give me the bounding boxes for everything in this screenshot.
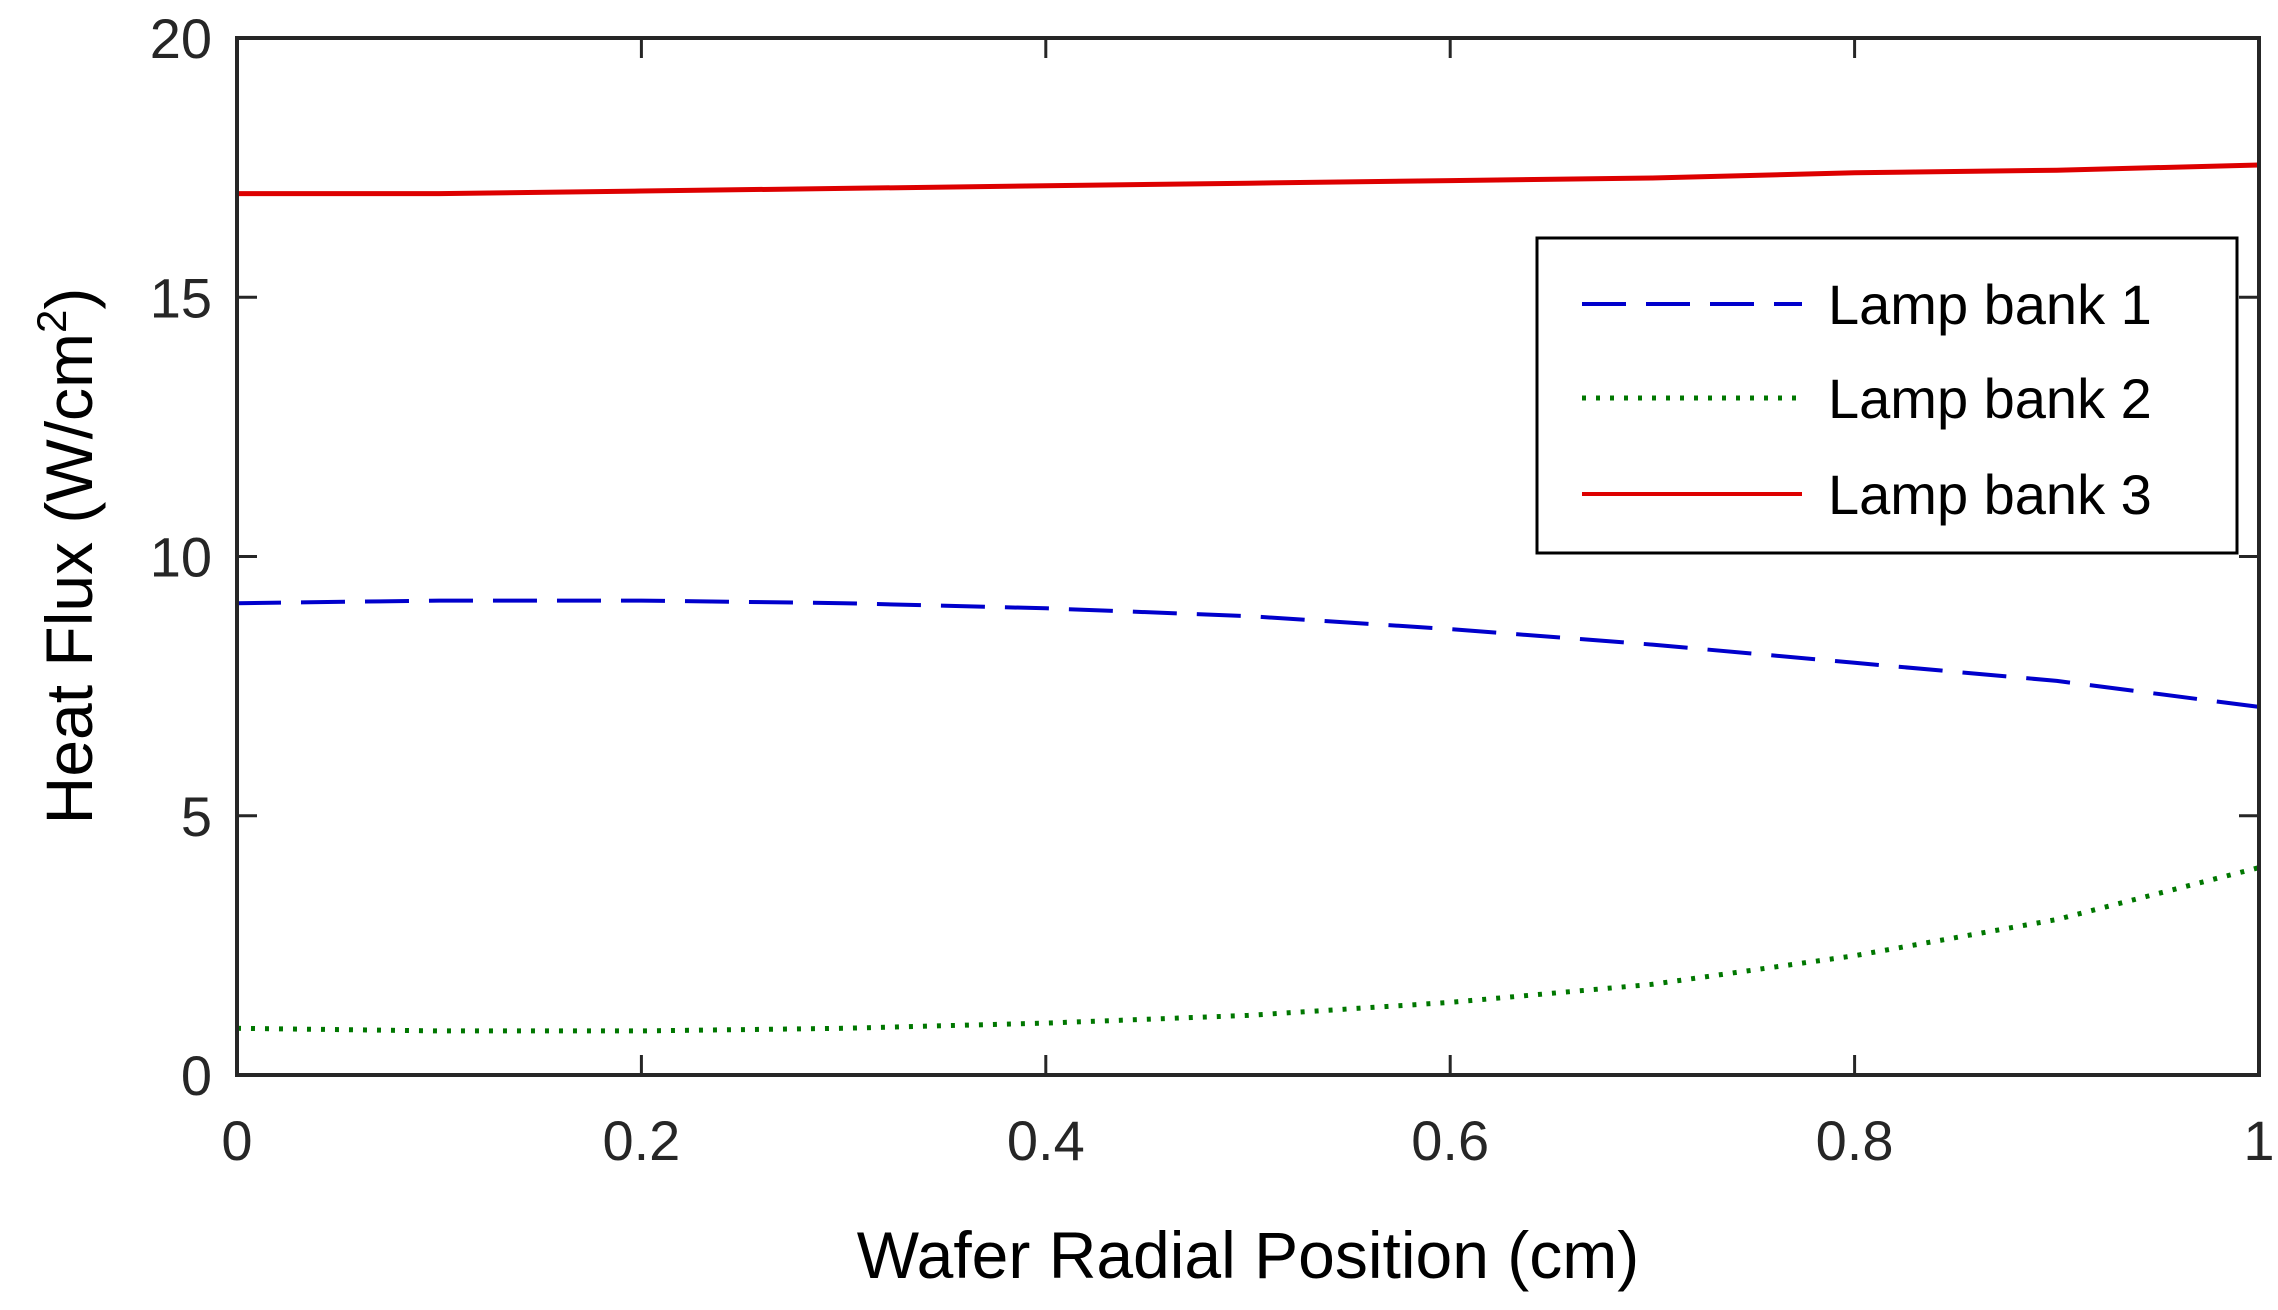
y-tick-label: 0 bbox=[181, 1044, 212, 1107]
y-tick-label: 10 bbox=[150, 526, 212, 589]
legend-label-lamp-bank-3: Lamp bank 3 bbox=[1828, 463, 2152, 526]
legend: Lamp bank 1 Lamp bank 2 Lamp bank 3 bbox=[1535, 236, 2239, 555]
legend-label-lamp-bank-2: Lamp bank 2 bbox=[1828, 367, 2152, 430]
plot-area bbox=[237, 38, 2259, 1075]
x-axis-title: Wafer Radial Position (cm) bbox=[857, 1218, 1639, 1292]
y-axis-title: Heat Flux (W/cm2) bbox=[28, 288, 106, 825]
y-axis-title-main: Heat Flux (W/cm bbox=[32, 333, 106, 824]
x-tick-label: 0.8 bbox=[1816, 1109, 1894, 1172]
y-axis-title-close: ) bbox=[32, 288, 106, 310]
y-axis-ticks: 0 5 10 15 20 bbox=[150, 7, 2259, 1107]
x-axis-ticks: 0 0.2 0.4 0.6 0.8 1 bbox=[221, 38, 2275, 1172]
x-tick-label: 0.4 bbox=[1007, 1109, 1085, 1172]
series-line-lamp-bank-3 bbox=[237, 162, 2260, 197]
y-tick-label: 5 bbox=[181, 785, 212, 848]
series-line-lamp-bank-2 bbox=[236, 865, 2260, 1034]
x-tick-label: 0 bbox=[221, 1109, 252, 1172]
series-line-lamp-bank-1 bbox=[236, 598, 2260, 709]
x-tick-label: 1 bbox=[2243, 1109, 2274, 1172]
plot-frame bbox=[235, 36, 2261, 1077]
x-tick-label: 0.6 bbox=[1411, 1109, 1489, 1172]
legend-label-lamp-bank-1: Lamp bank 1 bbox=[1828, 273, 2152, 336]
y-axis-title-superscript: 2 bbox=[28, 310, 75, 333]
y-tick-label: 20 bbox=[150, 7, 212, 70]
y-tick-label: 15 bbox=[150, 266, 212, 329]
series-lines bbox=[236, 162, 2260, 1034]
x-tick-label: 0.2 bbox=[602, 1109, 680, 1172]
